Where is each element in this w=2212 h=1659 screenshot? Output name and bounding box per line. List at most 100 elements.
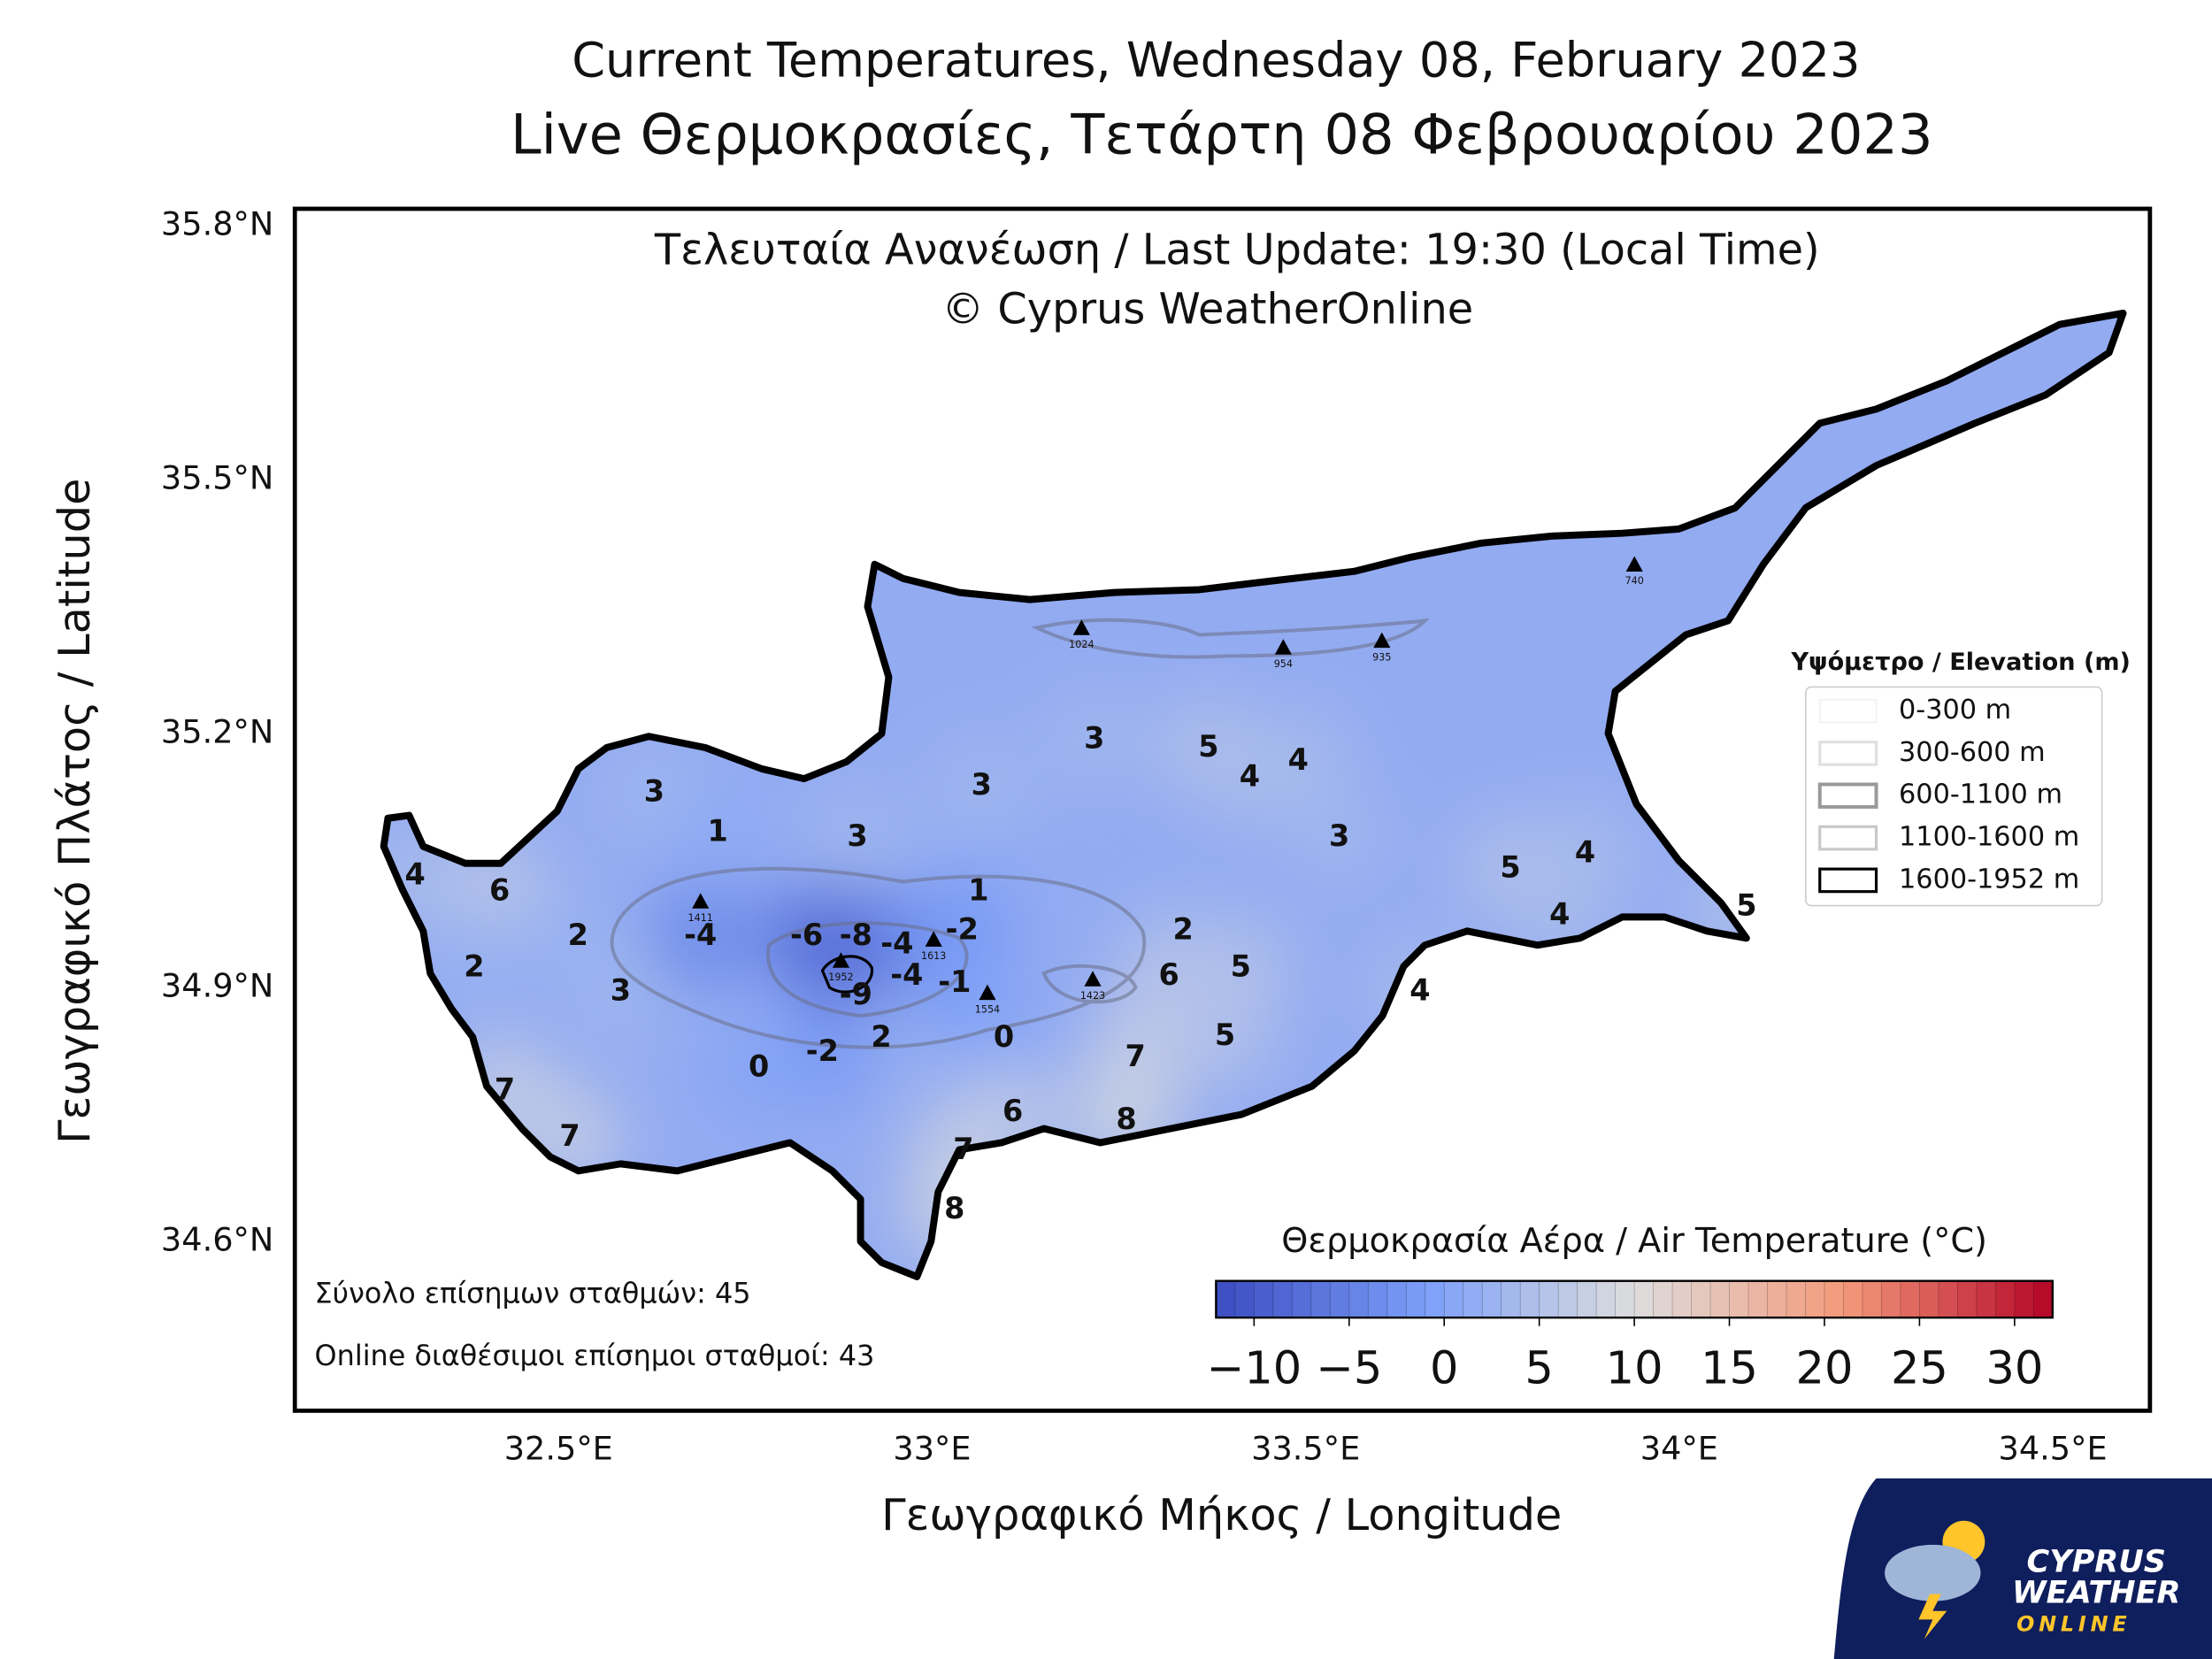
plot-frame bbox=[292, 206, 2153, 1413]
station-temperature: 4 bbox=[1288, 742, 1309, 777]
temperature-field bbox=[420, 914, 528, 1022]
station-temperature: 6 bbox=[489, 872, 510, 907]
station-temperature: -8 bbox=[840, 918, 872, 952]
temperature-field bbox=[664, 779, 772, 887]
colorbar-tick-label: 15 bbox=[1701, 1343, 1758, 1395]
station-temperature: 7 bbox=[495, 1071, 515, 1106]
legend-label: 300-600 m bbox=[1899, 737, 2046, 768]
legend-swatch bbox=[1818, 698, 1878, 724]
station-temperature: -1 bbox=[938, 964, 971, 999]
colorbar-segment bbox=[1824, 1280, 1845, 1318]
station-temperature: 4 bbox=[1575, 834, 1595, 869]
colorbar-tick-label: 25 bbox=[1891, 1343, 1948, 1395]
peak-elevation: 1423 bbox=[1080, 990, 1105, 1002]
colorbar-segment bbox=[1615, 1280, 1635, 1318]
colorbar-segment bbox=[1881, 1280, 1901, 1318]
station-temperature: 4 bbox=[1549, 896, 1570, 931]
station-temperature: 7 bbox=[1125, 1039, 1146, 1073]
station-temperature: 2 bbox=[871, 1019, 891, 1054]
peak-elevation: 935 bbox=[1372, 651, 1391, 663]
legend-label: 1600-1952 m bbox=[1899, 864, 2079, 895]
station-temperature: 3 bbox=[1084, 720, 1104, 755]
colorbar-segment bbox=[1633, 1280, 1655, 1318]
note: Online διαθέσιμοι επίσημοι σταθμοί: 43 bbox=[315, 1339, 875, 1372]
station-temperature: 8 bbox=[1116, 1102, 1136, 1136]
colorbar-segment bbox=[2032, 1280, 2054, 1318]
colorbar-tick-label: −5 bbox=[1316, 1343, 1382, 1395]
legend-label: 600-1100 m bbox=[1899, 780, 2062, 810]
contour-peak bbox=[820, 955, 873, 994]
peak-marker bbox=[1072, 619, 1090, 635]
peak-elevation: 740 bbox=[1625, 575, 1644, 587]
peak-elevation: 1952 bbox=[828, 972, 853, 983]
temperature-field bbox=[566, 938, 674, 1046]
colorbar-segment bbox=[1994, 1280, 2016, 1318]
legend-box bbox=[1805, 686, 2103, 907]
x-tick-label: 33.5°E bbox=[1251, 1430, 1360, 1468]
peak-marker bbox=[1625, 556, 1643, 572]
colorbar-segment bbox=[1767, 1280, 1787, 1318]
legend-swatch bbox=[1817, 782, 1878, 809]
x-tick-label: 32.5°E bbox=[504, 1430, 613, 1468]
station-temperature: 4 bbox=[1409, 972, 1430, 1007]
y-tick-label: 34.9°N bbox=[161, 967, 273, 1005]
colorbar-segment bbox=[1938, 1280, 1959, 1318]
station-temperature: 7 bbox=[559, 1118, 580, 1153]
note: Σύνολο επίσημων σταθμών: 45 bbox=[315, 1277, 751, 1310]
logo-text: ONLINE bbox=[2016, 1612, 2131, 1637]
station-temperature: 5 bbox=[1500, 850, 1520, 885]
colorbar-segment bbox=[1577, 1280, 1597, 1318]
legend-title: Υψόμετρο / Elevation (m) bbox=[1790, 649, 2131, 676]
y-tick-label: 35.2°N bbox=[161, 713, 273, 751]
colorbar-segment bbox=[1425, 1280, 1446, 1318]
y-tick-label: 34.6°N bbox=[161, 1221, 273, 1259]
x-tick-label: 33°E bbox=[893, 1430, 971, 1468]
station-temperature: 5 bbox=[1736, 888, 1756, 923]
colorbar-segment bbox=[1329, 1280, 1350, 1318]
colorbar-segment bbox=[1519, 1280, 1540, 1318]
annotation: Τελευταία Ανανέωση / Last Update: 19:30 … bbox=[654, 226, 1820, 274]
y-tick-label: 35.5°N bbox=[161, 459, 273, 497]
colorbar-segment bbox=[1310, 1280, 1332, 1318]
colorbar-segment bbox=[1215, 1280, 1236, 1318]
peak-marker bbox=[925, 931, 942, 947]
station-temperature: 2 bbox=[568, 918, 588, 952]
legend-label: 1100-1600 m bbox=[1899, 822, 2079, 853]
colorbar-segment bbox=[1919, 1280, 1939, 1318]
peak-marker bbox=[1084, 971, 1102, 987]
colorbar-segment bbox=[2014, 1280, 2035, 1318]
title: Current Temperatures, Wednesday 08, Febr… bbox=[572, 32, 1860, 88]
x-tick-label: 34.5°E bbox=[1999, 1430, 2108, 1468]
station-temperature: 0 bbox=[749, 1048, 769, 1083]
colorbar-segment bbox=[1234, 1280, 1256, 1318]
peak-elevation: 1613 bbox=[921, 950, 946, 962]
colorbar-segment bbox=[1900, 1280, 1921, 1318]
colorbar-segment bbox=[1272, 1280, 1294, 1318]
station-temperature: 2 bbox=[464, 949, 484, 984]
station-temperature: -2 bbox=[946, 911, 979, 946]
logo: CYPRUS WEATHER ONLINE bbox=[1833, 1478, 2212, 1659]
colorbar-segment bbox=[1405, 1280, 1426, 1318]
colorbar-segment bbox=[1653, 1280, 1673, 1318]
colorbar-segment bbox=[1595, 1280, 1617, 1318]
colorbar-segment bbox=[1956, 1280, 1978, 1318]
station-temperature: 3 bbox=[1329, 818, 1349, 853]
station-temperature: 4 bbox=[405, 856, 426, 891]
station-temperature: -4 bbox=[880, 926, 913, 961]
peak-marker bbox=[979, 984, 996, 1001]
temperature-field bbox=[803, 784, 911, 892]
colorbar-segment bbox=[1786, 1280, 1807, 1318]
station-temperature: 5 bbox=[1231, 949, 1251, 984]
colorbar-segment bbox=[1862, 1280, 1883, 1318]
station-temperature: 3 bbox=[972, 767, 992, 802]
colorbar-segment bbox=[1367, 1280, 1388, 1318]
station-temperature: 3 bbox=[847, 818, 867, 853]
peak-elevation: 1024 bbox=[1069, 639, 1094, 650]
colorbar-tick-label: 0 bbox=[1430, 1343, 1458, 1395]
colorbar-tick-label: 30 bbox=[1985, 1343, 2043, 1395]
logo-cloud bbox=[1885, 1544, 1981, 1601]
elevation-legend: Υψόμετρο / Elevation (m) 0-300 m 300-600 … bbox=[1790, 649, 2131, 907]
station-temperature: 6 bbox=[1002, 1094, 1023, 1128]
logo-text: WEATHER bbox=[2012, 1575, 2181, 1611]
